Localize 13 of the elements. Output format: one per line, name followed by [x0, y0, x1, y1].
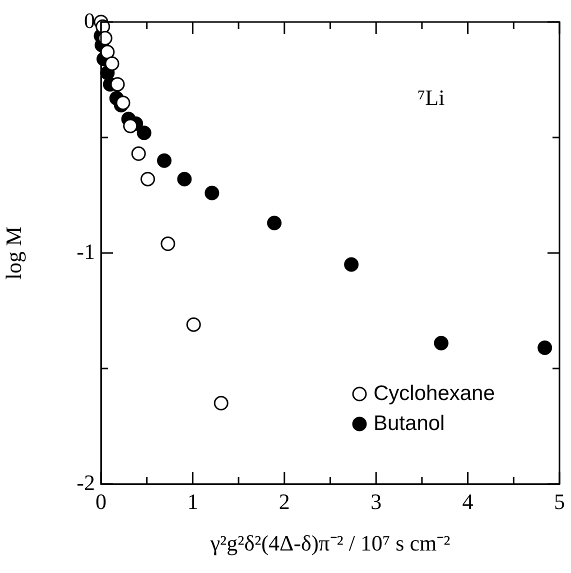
annotation: ⁷Li	[418, 84, 445, 110]
x-tick-label: 2	[278, 488, 290, 514]
y-tick-label: -2	[76, 470, 95, 495]
x-tick-label: 4	[462, 488, 474, 514]
y-tick-label: 0	[84, 8, 95, 33]
legend-label: Butanol	[374, 412, 445, 435]
x-axis-title: γ²g²δ²(4Δ-δ)π⁻² / 10⁷ s cm⁻²	[209, 530, 451, 556]
y-tick-label: -1	[76, 238, 95, 264]
legend-label: Cyclohexane	[374, 382, 495, 405]
x-tick-label: 5	[554, 488, 565, 514]
y-axis-title: log M	[0, 226, 26, 280]
x-tick-label: 1	[187, 488, 198, 514]
x-tick-label: 3	[370, 488, 382, 514]
